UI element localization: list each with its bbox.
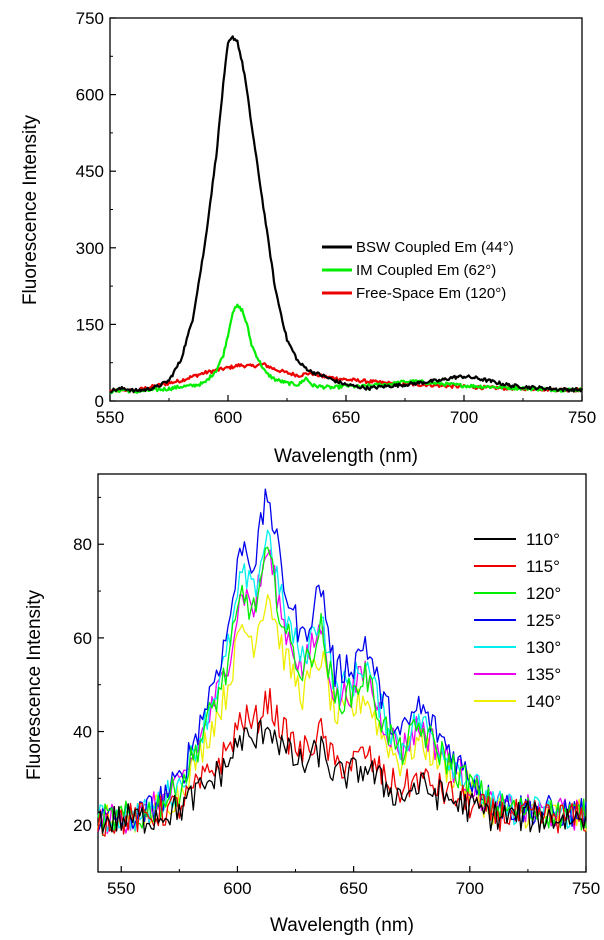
top-xtick-label: 750 [568, 408, 596, 427]
bottom-xtick-label: 650 [339, 879, 367, 898]
top-legend: BSW Coupled Em (44°) IM Coupled Em (62°) F… [322, 239, 514, 302]
bottom-ytick-label: 20 [73, 816, 92, 835]
top-series-group [109, 35, 584, 395]
bottom-xtick-label: 750 [572, 879, 600, 898]
bottom-ylabel: Fluorescence Intensity [24, 589, 45, 780]
top-xlabel: Wavelength (nm) [274, 446, 418, 467]
bottom-ytick-label: 60 [73, 629, 92, 648]
bottom-ticks: 550 600 650 700 750 20 40 60 80 [73, 496, 600, 898]
top-ytick-label: 0 [95, 392, 104, 411]
bottom-legend-label: 135° [526, 665, 561, 684]
bottom-legend-label: 140° [526, 692, 561, 711]
bottom-series-line [97, 687, 587, 837]
top-plot-frame [109, 17, 583, 402]
bottom-legend-label: 115° [526, 557, 560, 576]
top-series-line [110, 35, 584, 394]
bottom-ytick-label: 80 [73, 535, 92, 554]
top-ytick-label: 300 [76, 239, 104, 258]
bottom-ytick-label: 40 [73, 723, 92, 742]
bottom-xtick-label: 600 [223, 879, 251, 898]
bottom-legend: 110° 115° 120° 125° 130° 135° 140° [474, 530, 561, 711]
top-legend-label: Free-Space Em (120°) [356, 285, 506, 302]
bottom-legend-label: 125° [526, 611, 561, 630]
top-ytick-label: 600 [76, 86, 104, 105]
top-legend-label: IM Coupled Em (62°) [356, 262, 496, 279]
top-xtick-label: 650 [332, 408, 360, 427]
top-ytick-label: 750 [76, 9, 104, 28]
top-ytick-label: 450 [76, 162, 104, 181]
top-ticks: 550 600 650 700 750 0 150 300 450 600 750 [76, 9, 597, 427]
top-legend-label: BSW Coupled Em (44°) [356, 239, 514, 256]
top-xtick-label: 600 [214, 408, 242, 427]
bottom-legend-label: 130° [526, 638, 561, 657]
bottom-series-group [97, 488, 587, 837]
bottom-series-line [97, 719, 587, 834]
top-chart: 550 600 650 700 750 0 150 300 450 600 750 BSW Coup… [20, 9, 597, 467]
bottom-xtick-label: 550 [107, 879, 135, 898]
bottom-series-line [97, 488, 587, 833]
top-series-line [109, 362, 583, 394]
top-xtick-label: 550 [96, 408, 124, 427]
top-ylabel: Fluorescence Intensity [20, 114, 41, 305]
bottom-legend-label: 120° [526, 584, 561, 603]
top-ytick-label: 150 [76, 315, 104, 334]
top-xtick-label: 700 [450, 408, 478, 427]
bottom-xlabel: Wavelength (nm) [270, 915, 414, 936]
bottom-legend-label: 110° [526, 530, 560, 549]
bottom-chart: 550 600 650 700 750 20 40 60 80 110° 115° 120° 125°… [24, 473, 600, 936]
bottom-xtick-label: 700 [456, 879, 484, 898]
bottom-plot-frame [97, 473, 587, 873]
